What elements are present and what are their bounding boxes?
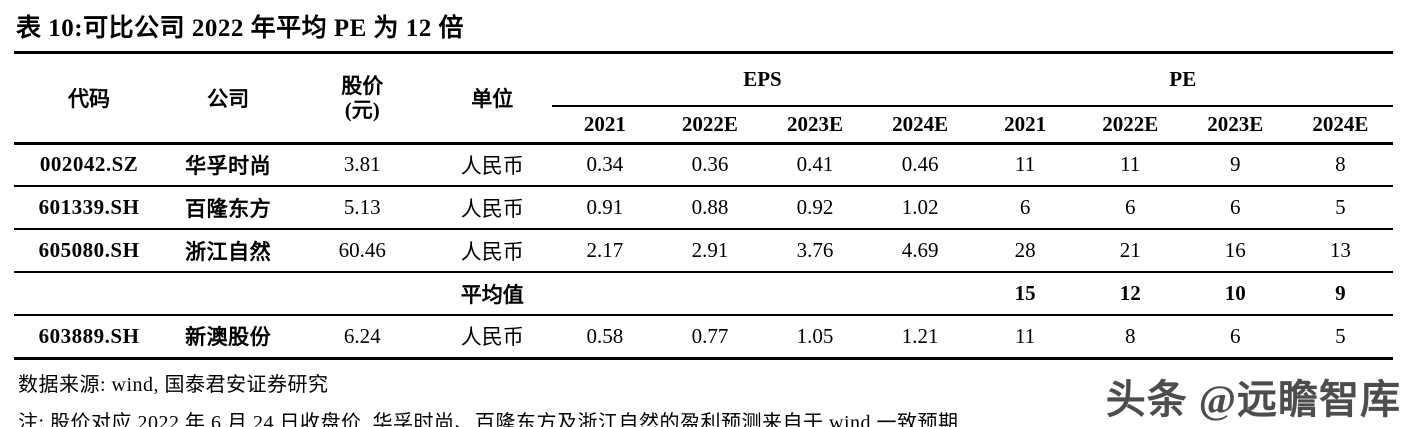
- cell-pe-2022e: 11: [1120, 152, 1141, 177]
- col-header-price: 股价 (元): [292, 54, 433, 145]
- cell-eps-2022e: [657, 272, 762, 315]
- watermark: 头条 @远瞻智库: [1105, 377, 1401, 422]
- col-header-pe-2023e: 2023E: [1182, 106, 1288, 145]
- cell-pe-2023e: 9: [1230, 152, 1241, 177]
- cell-eps-2023e: 1.05: [796, 323, 834, 348]
- table-row-average: 平均值 15 12 10 9: [14, 272, 1393, 315]
- cell-eps-2024e: 1.02: [901, 195, 939, 219]
- data-source-note: 数据来源: wind, 国泰君安证券研究: [18, 373, 329, 396]
- cell-company: 新澳股份: [185, 325, 272, 350]
- cell-pe-2021: 15: [1014, 281, 1036, 305]
- cell-eps-2023e: 3.76: [796, 238, 834, 262]
- col-header-unit: 单位: [432, 54, 553, 145]
- cell-code: [14, 272, 164, 315]
- cell-unit: 人民币: [460, 325, 524, 350]
- cell-pe-2021: 11: [1015, 323, 1036, 348]
- table-row: 603889.SH 新澳股份 6.24 人民币 0.58 0.77 1.05 1…: [14, 315, 1393, 358]
- cell-company: 百隆东方: [185, 196, 272, 221]
- cell-pe-2021: 28: [1014, 238, 1036, 262]
- cell-company: 华孚时尚: [185, 153, 272, 178]
- cell-company: [164, 272, 292, 315]
- footnote: 注: 股价对应 2022 年 6 月 24 日收盘价, 华孚时尚、百隆东方及浙江…: [18, 411, 959, 427]
- cell-pe-2022e: 6: [1124, 195, 1136, 219]
- col-header-company: 公司: [164, 54, 293, 145]
- cell-code: 605080.SH: [38, 238, 140, 262]
- table-row: 605080.SH 浙江自然 60.46 人民币 2.17 2.91 3.76 …: [14, 229, 1393, 272]
- cell-pe-2024e: 5: [1335, 195, 1346, 219]
- cell-price: [292, 272, 432, 315]
- cell-eps-2023e: [762, 272, 867, 315]
- cell-pe-2024e: 5: [1335, 323, 1346, 348]
- cell-pe-2022e: 21: [1119, 238, 1141, 262]
- col-header-price-line1: 股价: [341, 73, 384, 98]
- comparable-companies-table: 代码 公司 股价 (元) 单位 EPS PE 2021 2022E 2023E …: [14, 54, 1393, 360]
- cell-pe-2023e: 10: [1224, 281, 1246, 305]
- col-group-pe: PE: [972, 54, 1393, 107]
- cell-pe-2023e: 6: [1230, 195, 1241, 219]
- col-header-eps-2021: 2021: [552, 106, 658, 145]
- cell-price: 3.81: [343, 152, 381, 177]
- cell-pe-2021: 11: [1015, 152, 1036, 177]
- cell-eps-2024e: 4.69: [901, 238, 939, 262]
- cell-eps-2021: [552, 272, 657, 315]
- cell-eps-2021: 2.17: [586, 238, 624, 262]
- cell-pe-2022e: 12: [1119, 281, 1141, 305]
- header-group-row: 代码 公司 股价 (元) 单位 EPS PE: [14, 54, 1393, 145]
- cell-pe-2023e: 6: [1230, 323, 1241, 348]
- cell-pe-2024e: 9: [1335, 281, 1346, 305]
- cell-pe-2022e: 8: [1124, 323, 1136, 348]
- cell-price: 6.24: [343, 323, 381, 348]
- cell-unit: 人民币: [460, 239, 524, 264]
- col-header-pe-2024e: 2024E: [1287, 106, 1393, 145]
- cell-eps-2023e: 0.41: [796, 152, 834, 177]
- cell-eps-2022e: 0.77: [691, 323, 729, 348]
- cell-eps-2021: 0.34: [586, 152, 624, 177]
- table-title: 表 10:可比公司 2022 年平均 PE 为 12 倍: [14, 6, 1393, 54]
- cell-pe-2023e: 16: [1224, 238, 1246, 262]
- col-header-eps-2022e: 2022E: [657, 106, 763, 145]
- cell-average-label: 平均值: [460, 282, 524, 307]
- cell-price: 60.46: [338, 238, 386, 262]
- cell-eps-2022e: 2.91: [691, 238, 729, 262]
- col-header-code: 代码: [14, 54, 165, 145]
- col-header-price-line2: (元): [344, 97, 380, 122]
- cell-code: 601339.SH: [38, 195, 140, 219]
- cell-company: 浙江自然: [185, 239, 272, 264]
- cell-eps-2024e: [868, 272, 973, 315]
- cell-pe-2024e: 13: [1329, 238, 1351, 262]
- cell-price: 5.13: [343, 195, 381, 219]
- col-header-eps-2024e: 2024E: [867, 106, 973, 145]
- cell-unit: 人民币: [460, 153, 524, 178]
- col-header-pe-2021: 2021: [972, 106, 1078, 145]
- cell-code: 002042.SZ: [39, 152, 139, 177]
- cell-code: 603889.SH: [38, 323, 140, 348]
- cell-eps-2022e: 0.88: [691, 195, 729, 219]
- cell-eps-2023e: 0.92: [796, 195, 834, 219]
- col-header-eps-2023e: 2023E: [762, 106, 868, 145]
- col-header-pe-2022e: 2022E: [1077, 106, 1183, 145]
- cell-eps-2021: 0.91: [586, 195, 624, 219]
- cell-pe-2024e: 8: [1335, 152, 1346, 177]
- cell-eps-2024e: 1.21: [901, 323, 939, 348]
- cell-unit: 人民币: [460, 196, 524, 221]
- col-group-eps: EPS: [552, 54, 973, 107]
- cell-eps-2021: 0.58: [586, 323, 624, 348]
- cell-pe-2021: 6: [1019, 195, 1031, 219]
- cell-eps-2022e: 0.36: [691, 152, 729, 177]
- table-row: 601339.SH 百隆东方 5.13 人民币 0.91 0.88 0.92 1…: [14, 186, 1393, 229]
- cell-eps-2024e: 0.46: [901, 152, 939, 177]
- header-year-row: 2021 2022E 2023E 2024E 2021 2022E 2023E …: [14, 106, 1393, 145]
- table-row: 002042.SZ 华孚时尚 3.81 人民币 0.34 0.36 0.41 0…: [14, 143, 1393, 186]
